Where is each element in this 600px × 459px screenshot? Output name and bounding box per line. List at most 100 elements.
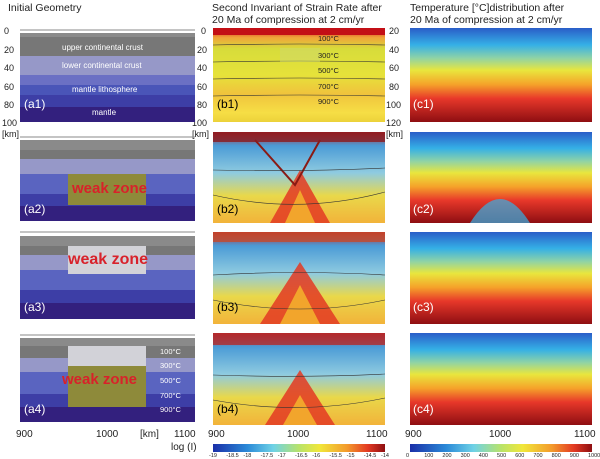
depth-tick: 80 (197, 100, 208, 110)
colorbar-tick: 300 (460, 453, 470, 459)
weak-zone-label: weak zone (72, 180, 148, 197)
x-tick: 1100 (366, 429, 388, 440)
colorbar-tick: 600 (515, 453, 525, 459)
depth-unit: [km] (386, 129, 403, 139)
panel-label: (c3) (413, 300, 434, 314)
panel-label: (a4) (24, 402, 46, 416)
isotherm-label: 500°C (318, 66, 339, 75)
x-tick: 1000 (287, 429, 310, 440)
isotherm-label: 100°C (318, 34, 339, 43)
col-b-header: Second Invariant of Strain Rate after 20… (212, 2, 382, 26)
panel-b4 (212, 333, 386, 425)
colorbar-tick: -18.5 (226, 453, 239, 459)
colorbar-tick: 800 (551, 453, 561, 459)
isotherm-label: 700°C (160, 391, 181, 400)
colorbar-tick: -18 (243, 453, 252, 459)
depth-tick: 80 (389, 82, 400, 92)
depth-tick: 100 (386, 100, 402, 110)
depth-tick: 20 (389, 26, 400, 36)
panel-c3 (410, 232, 592, 324)
isotherm-label: 900°C (160, 405, 181, 414)
depth-tick: 60 (389, 63, 400, 73)
depth-tick: 20 (4, 45, 15, 55)
x-tick: 900 (208, 429, 225, 440)
colorbar-tick: 700 (533, 453, 543, 459)
depth-tick: 60 (4, 82, 15, 92)
panel-label: (b4) (217, 402, 239, 416)
panel-label: (b1) (217, 97, 239, 111)
depth-tick: 0 (4, 26, 10, 36)
depth-tick: 100 (2, 118, 18, 128)
x-tick: 1000 (489, 429, 512, 440)
panel-label: (c1) (413, 97, 434, 111)
depth-tick: 40 (4, 63, 15, 73)
x-tick: 1100 (574, 429, 596, 440)
colorbar-tick: -16.5 (295, 453, 308, 459)
panel-label: (a2) (24, 202, 46, 216)
depth-unit: [km] (2, 129, 19, 139)
col-a-header: Initial Geometry (8, 2, 82, 14)
panel-b3 (212, 232, 386, 324)
x-tick: 900 (16, 429, 33, 440)
colorbar-tick: -19 (209, 453, 217, 459)
isotherm-label: 700°C (318, 82, 339, 91)
colorbar-tick: 200 (442, 453, 452, 459)
colorbar-tick: -17 (277, 453, 286, 459)
depth-tick: 40 (197, 63, 208, 73)
depth-tick: 40 (389, 45, 400, 55)
panel-a1 (20, 29, 195, 122)
colorbar-tick: 900 (569, 453, 579, 459)
weak-zone-label: weak zone (68, 251, 149, 268)
panel-b1 (212, 28, 386, 122)
depth-unit: [km] (192, 129, 209, 139)
panel-a4 (20, 334, 195, 422)
panel-a2 (20, 136, 195, 221)
layer-label-upper-crust: upper continental crust (62, 43, 143, 52)
depth-tick: 0 (201, 26, 207, 36)
colorbar-label: log (I) (171, 442, 197, 453)
layer-label-mantle: mantle (92, 108, 117, 117)
isotherm-label: 100°C (160, 347, 181, 356)
colorbar-tick: 400 (478, 453, 488, 459)
depth-tick: 120 (386, 118, 402, 128)
depth-tick: 20 (197, 45, 208, 55)
col-c-header: Temperature [°C]distribution after 20 Ma… (410, 2, 565, 26)
colorbar-tick: -14.5 (363, 453, 377, 459)
panel-label: (b2) (217, 202, 239, 216)
panel-label: (a3) (24, 300, 46, 314)
x-unit: [km] (140, 429, 159, 440)
panel-c1 (410, 28, 592, 122)
panel-label: (a1) (24, 97, 46, 111)
x-tick: 1100 (174, 429, 196, 440)
colorbar-strain-rate (213, 444, 385, 452)
colorbar-tick: -15 (346, 453, 355, 459)
colorbar-tick: 0 (406, 453, 410, 459)
panel-b2 (212, 132, 386, 223)
depth-tick: 80 (4, 100, 15, 110)
panel-c4 (410, 333, 592, 425)
panel-label: (c4) (413, 402, 434, 416)
layer-label-lithosphere: mantle lithosphere (72, 85, 138, 94)
layer-label-lower-crust: lower continental crust (62, 61, 142, 70)
isotherm-label: 300°C (318, 51, 339, 60)
colorbar-tick: -16 (312, 453, 321, 459)
depth-tick: 60 (197, 82, 208, 92)
x-tick: 900 (405, 429, 422, 440)
panel-label: (c2) (413, 202, 434, 216)
colorbar-temperature (410, 444, 592, 452)
panel-a3 (20, 231, 195, 319)
isotherm-label: 300°C (160, 361, 181, 370)
colorbar-tick: -14 (381, 453, 389, 459)
colorbar-tick: -17.5 (260, 453, 274, 459)
panel-c2 (410, 132, 592, 223)
colorbar-tick: 100 (424, 453, 434, 459)
panel-label: (b3) (217, 300, 239, 314)
isotherm-label: 900°C (318, 97, 339, 106)
weak-zone-label: weak zone (62, 371, 138, 388)
colorbar-tick: 1000 (588, 453, 600, 459)
isotherm-label: 500°C (160, 376, 181, 385)
colorbar-tick: -15.5 (329, 453, 342, 459)
x-tick: 1000 (96, 429, 119, 440)
depth-tick: 100 (192, 118, 208, 128)
